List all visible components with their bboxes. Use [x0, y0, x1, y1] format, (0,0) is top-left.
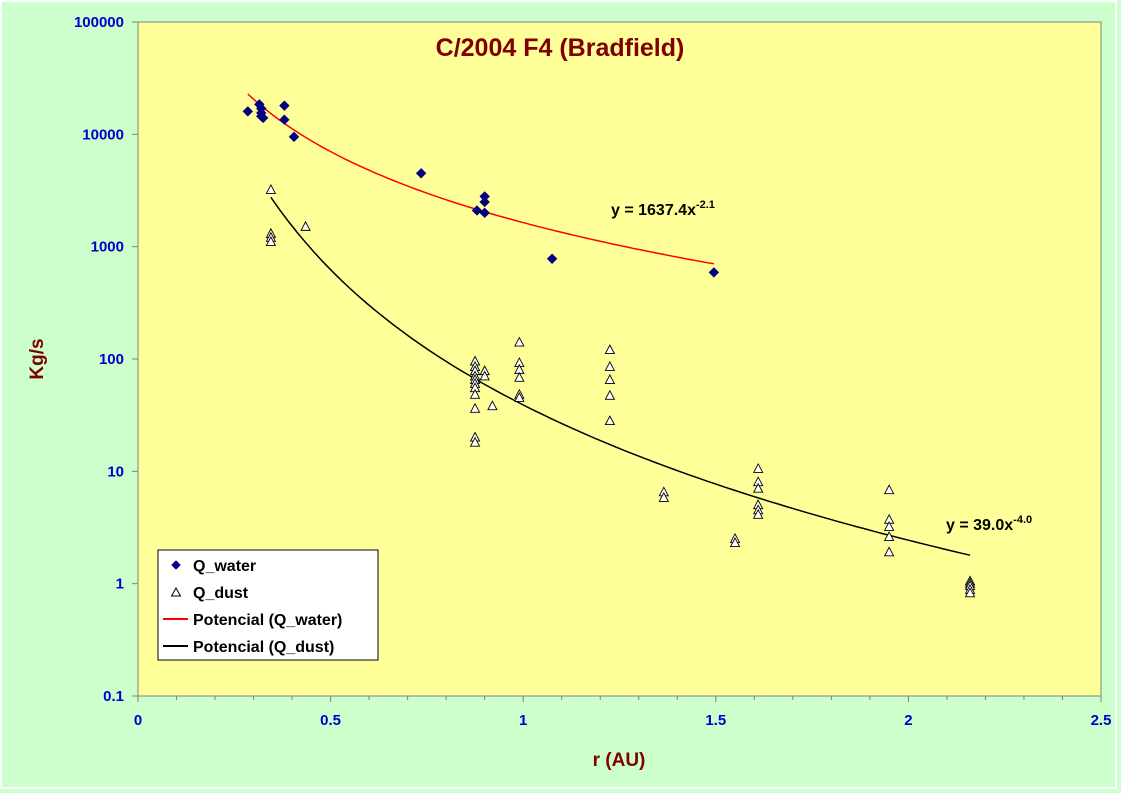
dust-point — [604, 374, 616, 384]
water-fit-equation-base: y = 1637.4x — [611, 202, 696, 219]
y-tick-label: 10000 — [82, 126, 124, 143]
legend-water-label: Q_water — [193, 558, 256, 575]
x-tick-label: 1 — [519, 712, 527, 729]
dust-point — [469, 436, 481, 447]
dust-point — [729, 537, 741, 547]
dust-point — [658, 491, 670, 502]
water-point — [471, 205, 483, 216]
dust-point — [752, 508, 764, 519]
dust-point — [487, 400, 498, 411]
dust-point — [883, 520, 895, 531]
x-tick-label: 2 — [904, 712, 912, 729]
dust-point — [514, 371, 525, 382]
legend-dust-marker — [170, 586, 182, 597]
y-tick-label: 100 — [99, 351, 124, 368]
legend: Q_water Q_dust Potencial (Q_water) Poten… — [157, 549, 379, 661]
dust-point — [604, 344, 616, 355]
chart-title: C/2004 F4 (Bradfield) — [436, 34, 685, 62]
water-point — [242, 106, 253, 117]
water-fit-equation-exponent: -2.1 — [696, 199, 715, 211]
dust-fit-line — [270, 196, 971, 556]
y-tick-label: 1000 — [91, 239, 124, 256]
water-point — [279, 100, 290, 111]
water-point — [479, 196, 490, 208]
water-point — [708, 267, 720, 278]
dust-point — [300, 220, 311, 231]
x-tick-label: 1.5 — [705, 712, 726, 729]
y-tick-label: 0.1 — [103, 688, 124, 705]
water-fit-equation: y = 1637.4x-2.1 — [611, 199, 715, 219]
dust-point — [604, 415, 616, 426]
legend-water-marker — [171, 560, 181, 570]
water-point — [415, 168, 427, 179]
data-points — [242, 99, 976, 598]
dust-point — [752, 482, 764, 493]
x-tick-label: 0 — [134, 712, 142, 729]
dust-point — [883, 546, 895, 557]
dust-point — [265, 236, 277, 246]
y-tick-label: 1 — [116, 576, 124, 593]
x-tick-label: 0.5 — [320, 712, 341, 729]
legend-dust-label: Q_dust — [193, 585, 249, 602]
dust-fit-equation-base: y = 39.0x — [946, 517, 1013, 534]
x-axis-title: r (AU) — [593, 750, 646, 771]
dust-point — [883, 484, 895, 495]
y-axis-title: Kg/s — [27, 338, 48, 379]
water-point — [288, 131, 300, 143]
water-point — [279, 114, 290, 125]
dust-point — [752, 462, 764, 473]
legend-box — [157, 549, 379, 661]
dust-point — [514, 391, 525, 402]
legend-dust-fit-label: Potencial (Q_dust) — [193, 639, 334, 656]
x-tick-label: 2.5 — [1091, 712, 1112, 729]
dust-fit-equation: y = 39.0x-4.0 — [946, 514, 1032, 534]
dust-point — [265, 183, 277, 194]
dust-point — [604, 360, 616, 371]
water-point — [479, 207, 490, 219]
y-tick-label: 100000 — [74, 14, 124, 31]
dust-point — [469, 402, 481, 413]
y-tick-label: 10 — [107, 463, 124, 480]
dust-point — [479, 370, 490, 381]
dust-point — [469, 388, 481, 399]
water-point — [546, 253, 558, 264]
dust-point — [604, 389, 616, 400]
dust-point — [514, 336, 525, 347]
legend-water-fit-label: Potencial (Q_water) — [193, 612, 342, 629]
axes: 0 0.5 1 1.5 2 2.5 0.1 1 10 100 1000 10000 100000 — [74, 14, 1111, 729]
dust-fit-equation-exponent: -4.0 — [1013, 514, 1032, 526]
water-point — [257, 112, 269, 124]
dust-point — [964, 587, 976, 598]
dust-point — [883, 531, 895, 542]
